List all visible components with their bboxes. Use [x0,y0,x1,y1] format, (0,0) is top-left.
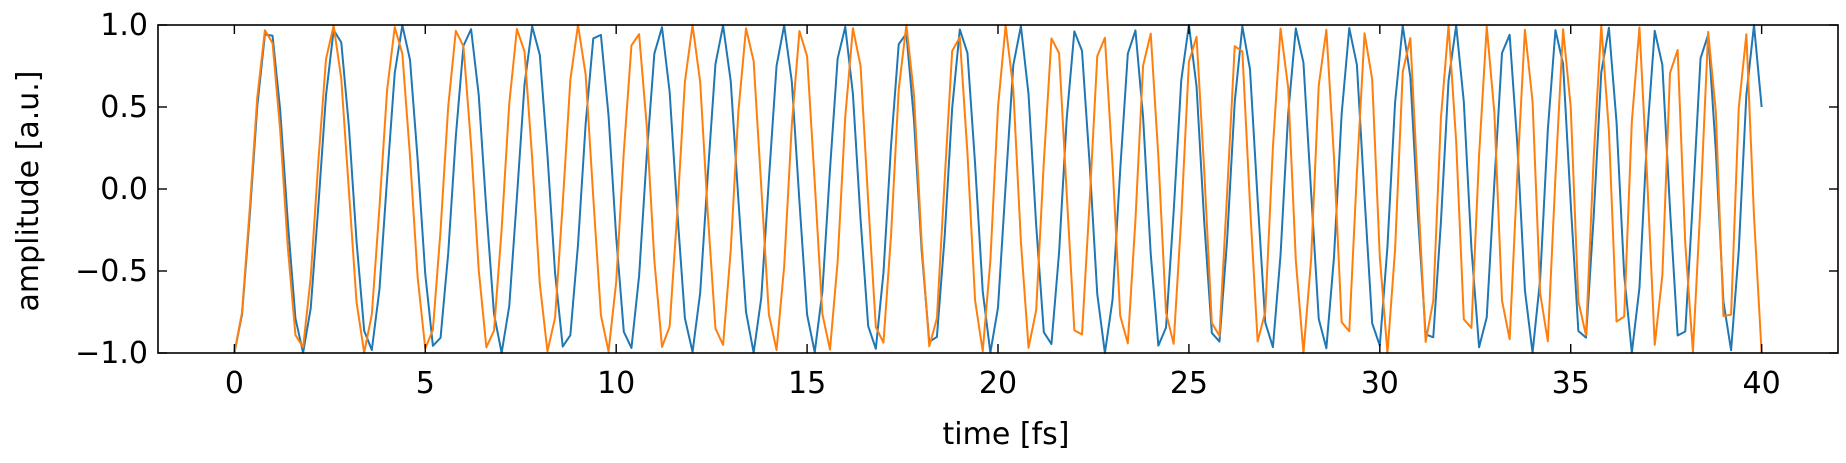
y-tick-label: 1.0 [100,8,148,43]
y-tick-label: −0.5 [75,254,148,289]
x-tick-label: 0 [225,366,244,401]
x-tick-label: 30 [1361,366,1399,401]
y-tick-label: 0.0 [100,172,148,207]
x-tick-label: 35 [1552,366,1590,401]
series-line-2 [233,24,1763,354]
labels-layer: 0 5 10 15 20 25 30 35 40 −1.0 −0.5 0.0 0.5 1.0 time [f… [11,8,1781,452]
x-tick-label: 5 [416,366,435,401]
x-axis-title: time [fs] [943,417,1070,452]
x-tick-label: 25 [1170,366,1208,401]
x-tick-label: 20 [979,366,1017,401]
series-layer [233,24,1763,354]
y-axis-title: amplitude [a.u.] [11,70,46,311]
x-tick-label: 10 [597,366,635,401]
x-tick-label: 40 [1743,366,1781,401]
x-tick-label: 15 [788,366,826,401]
y-tick-label: −1.0 [75,336,148,371]
y-tick-label: 0.5 [100,90,148,125]
axes-layer [157,24,1839,354]
series-line-1 [233,24,1763,354]
